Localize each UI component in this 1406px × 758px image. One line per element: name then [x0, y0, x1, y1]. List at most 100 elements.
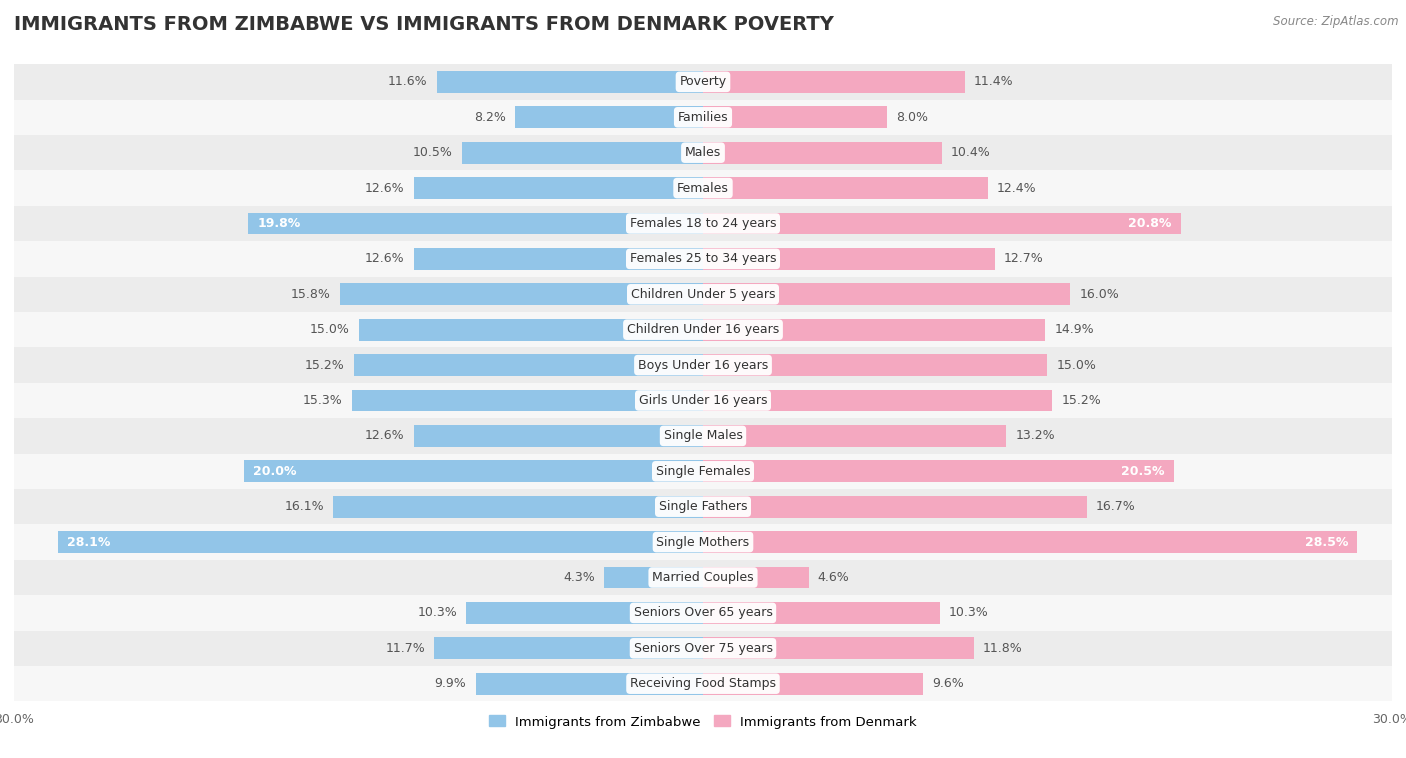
Text: 28.5%: 28.5%: [1305, 536, 1348, 549]
Bar: [703, 425, 1007, 447]
Text: 12.6%: 12.6%: [364, 252, 405, 265]
Text: 15.0%: 15.0%: [309, 323, 349, 337]
Bar: [413, 425, 703, 447]
Text: Families: Families: [678, 111, 728, 124]
Bar: [14, 666, 1392, 701]
Text: Seniors Over 75 years: Seniors Over 75 years: [634, 642, 772, 655]
Bar: [703, 212, 1181, 234]
Text: 15.2%: 15.2%: [305, 359, 344, 371]
Text: Boys Under 16 years: Boys Under 16 years: [638, 359, 768, 371]
Text: Females 18 to 24 years: Females 18 to 24 years: [630, 217, 776, 230]
Bar: [14, 64, 1392, 99]
Text: 4.6%: 4.6%: [818, 571, 849, 584]
Bar: [14, 171, 1392, 205]
Text: 28.1%: 28.1%: [67, 536, 110, 549]
Bar: [413, 248, 703, 270]
Bar: [703, 142, 942, 164]
Bar: [703, 637, 974, 659]
Text: 16.0%: 16.0%: [1080, 288, 1119, 301]
Bar: [14, 347, 1392, 383]
Bar: [14, 489, 1392, 525]
Text: Source: ZipAtlas.com: Source: ZipAtlas.com: [1274, 15, 1399, 28]
Bar: [354, 354, 703, 376]
Bar: [14, 99, 1392, 135]
Bar: [475, 672, 703, 694]
Text: 10.5%: 10.5%: [413, 146, 453, 159]
Bar: [14, 135, 1392, 171]
Bar: [605, 566, 703, 588]
Bar: [703, 248, 994, 270]
Bar: [14, 277, 1392, 312]
Text: 15.2%: 15.2%: [1062, 394, 1101, 407]
Bar: [703, 672, 924, 694]
Bar: [703, 602, 939, 624]
Bar: [14, 205, 1392, 241]
Bar: [14, 418, 1392, 453]
Bar: [703, 390, 1052, 412]
Text: 11.7%: 11.7%: [385, 642, 425, 655]
Text: Seniors Over 65 years: Seniors Over 65 years: [634, 606, 772, 619]
Text: Girls Under 16 years: Girls Under 16 years: [638, 394, 768, 407]
Text: 9.9%: 9.9%: [434, 677, 467, 691]
Bar: [352, 390, 703, 412]
Text: 15.3%: 15.3%: [302, 394, 343, 407]
Bar: [14, 595, 1392, 631]
Bar: [14, 631, 1392, 666]
Bar: [14, 241, 1392, 277]
Bar: [703, 460, 1174, 482]
Text: 10.3%: 10.3%: [418, 606, 457, 619]
Bar: [703, 177, 988, 199]
Bar: [703, 318, 1045, 340]
Bar: [14, 312, 1392, 347]
Text: Females 25 to 34 years: Females 25 to 34 years: [630, 252, 776, 265]
Text: 11.8%: 11.8%: [983, 642, 1024, 655]
Bar: [14, 525, 1392, 560]
Bar: [333, 496, 703, 518]
Text: Single Mothers: Single Mothers: [657, 536, 749, 549]
Text: 10.4%: 10.4%: [950, 146, 991, 159]
Text: 20.0%: 20.0%: [253, 465, 297, 478]
Text: 20.5%: 20.5%: [1121, 465, 1164, 478]
Text: 9.6%: 9.6%: [932, 677, 965, 691]
Bar: [14, 453, 1392, 489]
Text: Children Under 16 years: Children Under 16 years: [627, 323, 779, 337]
Text: 15.0%: 15.0%: [1057, 359, 1097, 371]
Bar: [14, 383, 1392, 418]
Text: Males: Males: [685, 146, 721, 159]
Text: 15.8%: 15.8%: [291, 288, 330, 301]
Text: 11.4%: 11.4%: [974, 75, 1014, 89]
Bar: [58, 531, 703, 553]
Bar: [703, 531, 1358, 553]
Bar: [703, 354, 1047, 376]
Text: 8.2%: 8.2%: [474, 111, 506, 124]
Text: Single Females: Single Females: [655, 465, 751, 478]
Bar: [703, 566, 808, 588]
Bar: [703, 106, 887, 128]
Bar: [359, 318, 703, 340]
Bar: [461, 142, 703, 164]
Text: Receiving Food Stamps: Receiving Food Stamps: [630, 677, 776, 691]
Bar: [437, 71, 703, 93]
Bar: [434, 637, 703, 659]
Text: 8.0%: 8.0%: [896, 111, 928, 124]
Bar: [413, 177, 703, 199]
Text: 10.3%: 10.3%: [949, 606, 988, 619]
Text: Poverty: Poverty: [679, 75, 727, 89]
Text: 12.4%: 12.4%: [997, 182, 1036, 195]
Text: 12.6%: 12.6%: [364, 182, 405, 195]
Text: Children Under 5 years: Children Under 5 years: [631, 288, 775, 301]
Text: 12.7%: 12.7%: [1004, 252, 1043, 265]
Text: 14.9%: 14.9%: [1054, 323, 1094, 337]
Text: Females: Females: [678, 182, 728, 195]
Text: Single Males: Single Males: [664, 429, 742, 443]
Text: 20.8%: 20.8%: [1128, 217, 1171, 230]
Text: 19.8%: 19.8%: [257, 217, 301, 230]
Text: 13.2%: 13.2%: [1015, 429, 1054, 443]
Bar: [703, 283, 1070, 305]
Text: Married Couples: Married Couples: [652, 571, 754, 584]
Text: Single Fathers: Single Fathers: [659, 500, 747, 513]
Bar: [340, 283, 703, 305]
Bar: [243, 460, 703, 482]
Bar: [703, 71, 965, 93]
Text: 16.1%: 16.1%: [284, 500, 323, 513]
